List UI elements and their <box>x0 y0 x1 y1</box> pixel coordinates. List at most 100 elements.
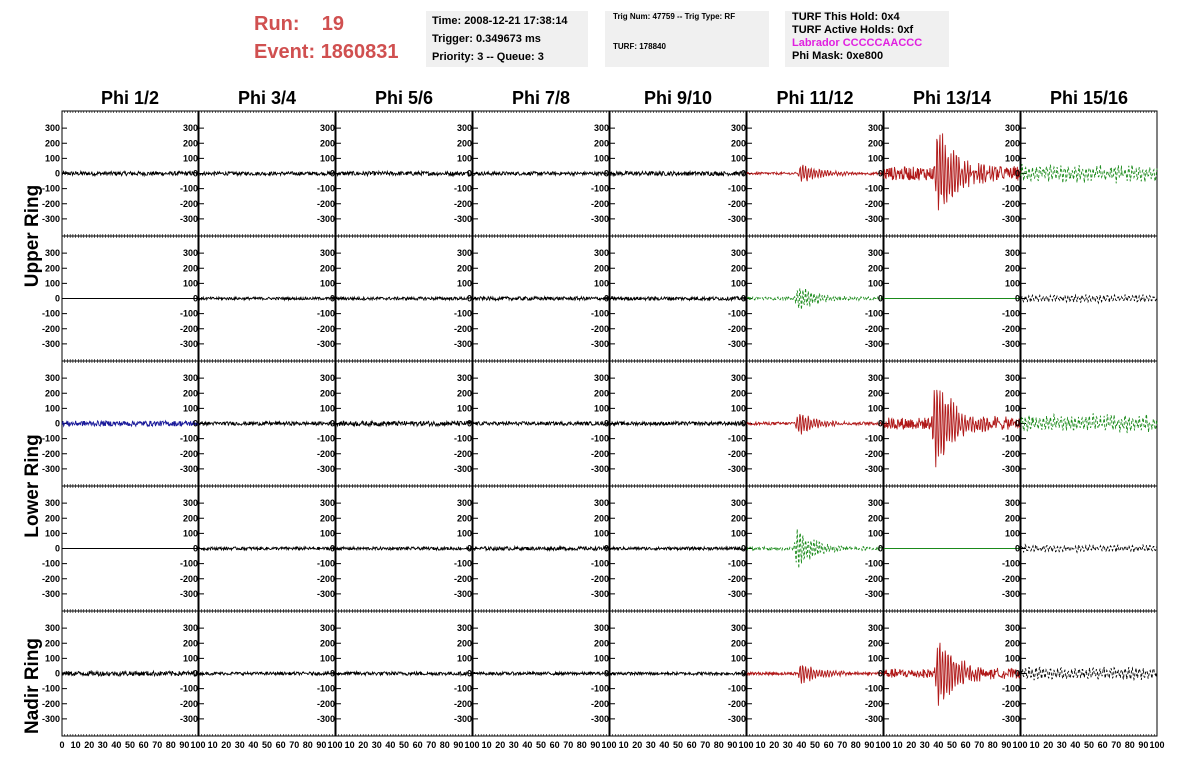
waveform-line <box>1020 164 1158 184</box>
phi-mask-line: Phi Mask: 0xe800 <box>792 50 884 62</box>
x-tick-label: 40 <box>659 740 669 750</box>
y-tick-label: 0 <box>604 294 609 304</box>
x-tick-label: 100 <box>464 740 479 750</box>
y-tick-label: 100 <box>594 278 609 288</box>
waveform-line <box>472 670 610 677</box>
x-tick-label: 70 <box>1111 740 1121 750</box>
y-tick-label: 0 <box>55 419 60 429</box>
x-tick-label: 80 <box>577 740 587 750</box>
y-tick-label: -200 <box>1002 699 1020 709</box>
y-tick-label: 100 <box>1005 278 1020 288</box>
y-tick-label: 0 <box>467 544 472 554</box>
y-tick-label: 200 <box>1005 638 1020 648</box>
y-tick-label: 100 <box>320 653 335 663</box>
x-tick-label: 90 <box>864 740 874 750</box>
y-tick-label: -100 <box>1002 559 1020 569</box>
y-tick-label: 200 <box>457 388 472 398</box>
y-tick-label: -100 <box>728 434 746 444</box>
x-tick-label: 80 <box>1125 740 1135 750</box>
y-tick-label: 300 <box>594 248 609 258</box>
y-tick-label: 200 <box>183 513 198 523</box>
y-tick-label: 300 <box>1005 373 1020 383</box>
y-tick-label: -300 <box>1002 714 1020 724</box>
y-tick-label: 100 <box>45 153 60 163</box>
y-tick-label: 100 <box>320 528 335 538</box>
waveform-line <box>746 288 884 310</box>
turf-info-box: TURF This Hold: 0x4 TURF Active Holds: 0… <box>785 11 949 67</box>
y-tick-label: 200 <box>1005 388 1020 398</box>
y-tick-label: -300 <box>454 339 472 349</box>
y-tick-label: 300 <box>183 498 198 508</box>
waveform-line <box>335 670 473 677</box>
x-tick-label: 10 <box>482 740 492 750</box>
y-tick-label: 0 <box>1015 294 1020 304</box>
x-tick-label: 70 <box>974 740 984 750</box>
y-tick-label: -100 <box>180 309 198 319</box>
y-tick-label: 100 <box>320 278 335 288</box>
y-tick-label: 0 <box>330 294 335 304</box>
y-tick-label: -200 <box>42 449 60 459</box>
y-tick-label: -200 <box>180 199 198 209</box>
y-tick-label: 0 <box>741 419 746 429</box>
waveform-line <box>610 670 747 677</box>
y-tick-label: -300 <box>180 714 198 724</box>
y-tick-label: -200 <box>454 699 472 709</box>
y-tick-label: -300 <box>1002 589 1020 599</box>
y-tick-label: -100 <box>454 559 472 569</box>
x-tick-label: 50 <box>810 740 820 750</box>
y-tick-label: 0 <box>330 419 335 429</box>
y-tick-label: -100 <box>180 434 198 444</box>
y-tick-label: 300 <box>594 373 609 383</box>
y-tick-label: -300 <box>317 214 335 224</box>
x-tick-label: 80 <box>714 740 724 750</box>
waveform-line <box>198 420 336 427</box>
x-tick-label: 30 <box>920 740 930 750</box>
x-tick-label: 90 <box>1138 740 1148 750</box>
time-info-box: Time: 2008-12-21 17:38:14 Trigger: 0.349… <box>426 11 588 67</box>
y-tick-label: -200 <box>728 449 746 459</box>
y-tick-label: 300 <box>457 498 472 508</box>
y-tick-label: -200 <box>454 324 472 334</box>
y-tick-label: -200 <box>317 574 335 584</box>
waveform-line <box>61 169 199 178</box>
y-tick-label: -100 <box>180 684 198 694</box>
y-tick-label: 0 <box>604 544 609 554</box>
y-tick-label: -100 <box>317 684 335 694</box>
y-tick-label: -100 <box>591 434 609 444</box>
y-tick-label: 200 <box>320 263 335 273</box>
y-tick-label: 100 <box>1005 403 1020 413</box>
x-tick-label: 10 <box>345 740 355 750</box>
y-tick-label: -100 <box>42 559 60 569</box>
y-tick-label: 200 <box>320 638 335 648</box>
y-tick-label: -100 <box>42 184 60 194</box>
y-tick-label: 200 <box>45 138 60 148</box>
y-tick-label: 100 <box>183 403 198 413</box>
x-tick-label: 30 <box>98 740 108 750</box>
y-tick-label: -200 <box>42 699 60 709</box>
y-tick-label: -100 <box>317 309 335 319</box>
x-tick-label: 60 <box>1098 740 1108 750</box>
column-header: Phi 3/4 <box>238 88 296 108</box>
y-tick-label: -300 <box>865 464 883 474</box>
y-tick-label: 100 <box>45 403 60 413</box>
y-tick-label: 200 <box>594 388 609 398</box>
column-header: Phi 9/10 <box>644 88 712 108</box>
y-tick-label: -300 <box>454 214 472 224</box>
y-tick-label: -300 <box>317 589 335 599</box>
y-tick-label: 200 <box>868 638 883 648</box>
y-tick-label: -200 <box>317 324 335 334</box>
y-tick-label: 100 <box>45 278 60 288</box>
y-tick-label: -200 <box>591 199 609 209</box>
y-tick-label: -200 <box>1002 449 1020 459</box>
y-tick-label: -300 <box>728 589 746 599</box>
y-tick-label: 200 <box>457 263 472 273</box>
y-tick-label: -300 <box>591 589 609 599</box>
row-group-label: Upper Ring <box>22 185 43 287</box>
y-tick-label: -200 <box>865 324 883 334</box>
x-tick-label: 40 <box>796 740 806 750</box>
y-tick-label: 300 <box>457 373 472 383</box>
y-tick-label: 100 <box>731 403 746 413</box>
x-tick-label: 100 <box>875 740 890 750</box>
y-tick-label: -300 <box>454 464 472 474</box>
